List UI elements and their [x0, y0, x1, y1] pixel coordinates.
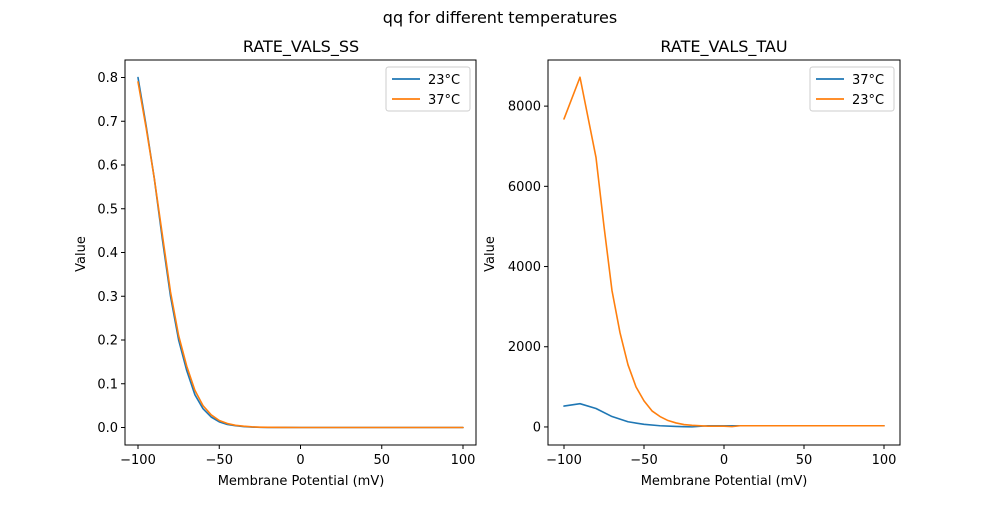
legend: 23°C 37°C — [385, 66, 471, 112]
legend-box — [385, 66, 471, 112]
x-tick-label: −50 — [630, 453, 657, 468]
y-tick: 0.0 — [97, 421, 125, 436]
y-tick-label: 6000 — [508, 180, 541, 195]
x-tick-label: −100 — [546, 453, 582, 468]
y-tick: 0.4 — [97, 246, 125, 261]
axes-title: RATE_VALS_TAU — [660, 37, 787, 57]
y-tick: 2000 — [508, 340, 548, 355]
x-tick: 50 — [373, 445, 390, 468]
legend-label: 23°C — [428, 73, 460, 88]
y-tick: 0.6 — [97, 159, 125, 174]
x-tick: 100 — [451, 445, 476, 468]
legend-label: 23°C — [852, 93, 884, 108]
y-tick-label: 0 — [533, 420, 541, 435]
x-tick-label: −50 — [206, 453, 233, 468]
x-tick: 100 — [872, 445, 897, 468]
y-tick-label: 4000 — [508, 260, 541, 275]
figure-suptitle: qq for different temperatures — [383, 8, 617, 27]
x-tick: −50 — [206, 445, 233, 468]
y-tick: 6000 — [508, 180, 548, 195]
y-tick: 0.5 — [97, 202, 125, 217]
y-tick-label: 0.6 — [97, 159, 118, 174]
x-tick-label: 50 — [796, 453, 813, 468]
axes-rate-vals-ss: RATE_VALS_SS Membrane Potential (mV) Val… — [74, 37, 477, 489]
y-tick-label: 0.8 — [97, 71, 118, 86]
y-tick-label: 2000 — [508, 340, 541, 355]
legend-label: 37°C — [428, 93, 460, 108]
y-tick: 8000 — [508, 100, 548, 115]
y-tick: 0.3 — [97, 290, 125, 305]
y-tick: 0.2 — [97, 334, 125, 349]
legend-box — [809, 66, 895, 112]
plot-area — [137, 76, 464, 429]
x-tick-label: 100 — [451, 453, 476, 468]
plot-area — [563, 76, 885, 428]
y-tick-label: 0.3 — [97, 290, 118, 305]
y-tick-label: 0.1 — [97, 377, 118, 392]
x-tick: −100 — [120, 445, 156, 468]
x-tick-label: −100 — [120, 453, 156, 468]
x-tick: 50 — [796, 445, 813, 468]
x-tick: 0 — [720, 445, 728, 468]
y-tick-label: 0.4 — [97, 246, 118, 261]
x-tick-label: 0 — [720, 453, 728, 468]
y-tick-label: 8000 — [508, 100, 541, 115]
y-tick: 0 — [533, 420, 548, 435]
y-tick: 4000 — [508, 260, 548, 275]
y-tick: 0.8 — [97, 71, 125, 86]
series-line-2 — [137, 81, 464, 429]
x-tick: −100 — [546, 445, 582, 468]
axes-rate-vals-tau: RATE_VALS_TAU Membrane Potential (mV) Va… — [483, 37, 901, 489]
y-axis-label: Value — [74, 236, 89, 272]
y-tick: 0.7 — [97, 115, 125, 130]
y-tick: 0.1 — [97, 377, 125, 392]
x-tick-label: 0 — [296, 453, 304, 468]
axes-title: RATE_VALS_SS — [243, 37, 359, 57]
x-tick-label: 50 — [373, 453, 390, 468]
legend: 37°C 23°C — [809, 66, 895, 112]
y-tick-label: 0.5 — [97, 202, 118, 217]
y-tick-label: 0.2 — [97, 334, 118, 349]
legend-label: 37°C — [852, 73, 884, 88]
series-line-2 — [563, 76, 885, 428]
y-tick-label: 0.7 — [97, 115, 118, 130]
x-axis-label: Membrane Potential (mV) — [218, 474, 385, 489]
x-axis-label: Membrane Potential (mV) — [641, 474, 808, 489]
y-tick-label: 0.0 — [97, 421, 118, 436]
x-tick-label: 100 — [872, 453, 897, 468]
x-tick: −50 — [630, 445, 658, 468]
x-tick: 0 — [296, 445, 305, 468]
y-axis-label: Value — [483, 236, 498, 272]
